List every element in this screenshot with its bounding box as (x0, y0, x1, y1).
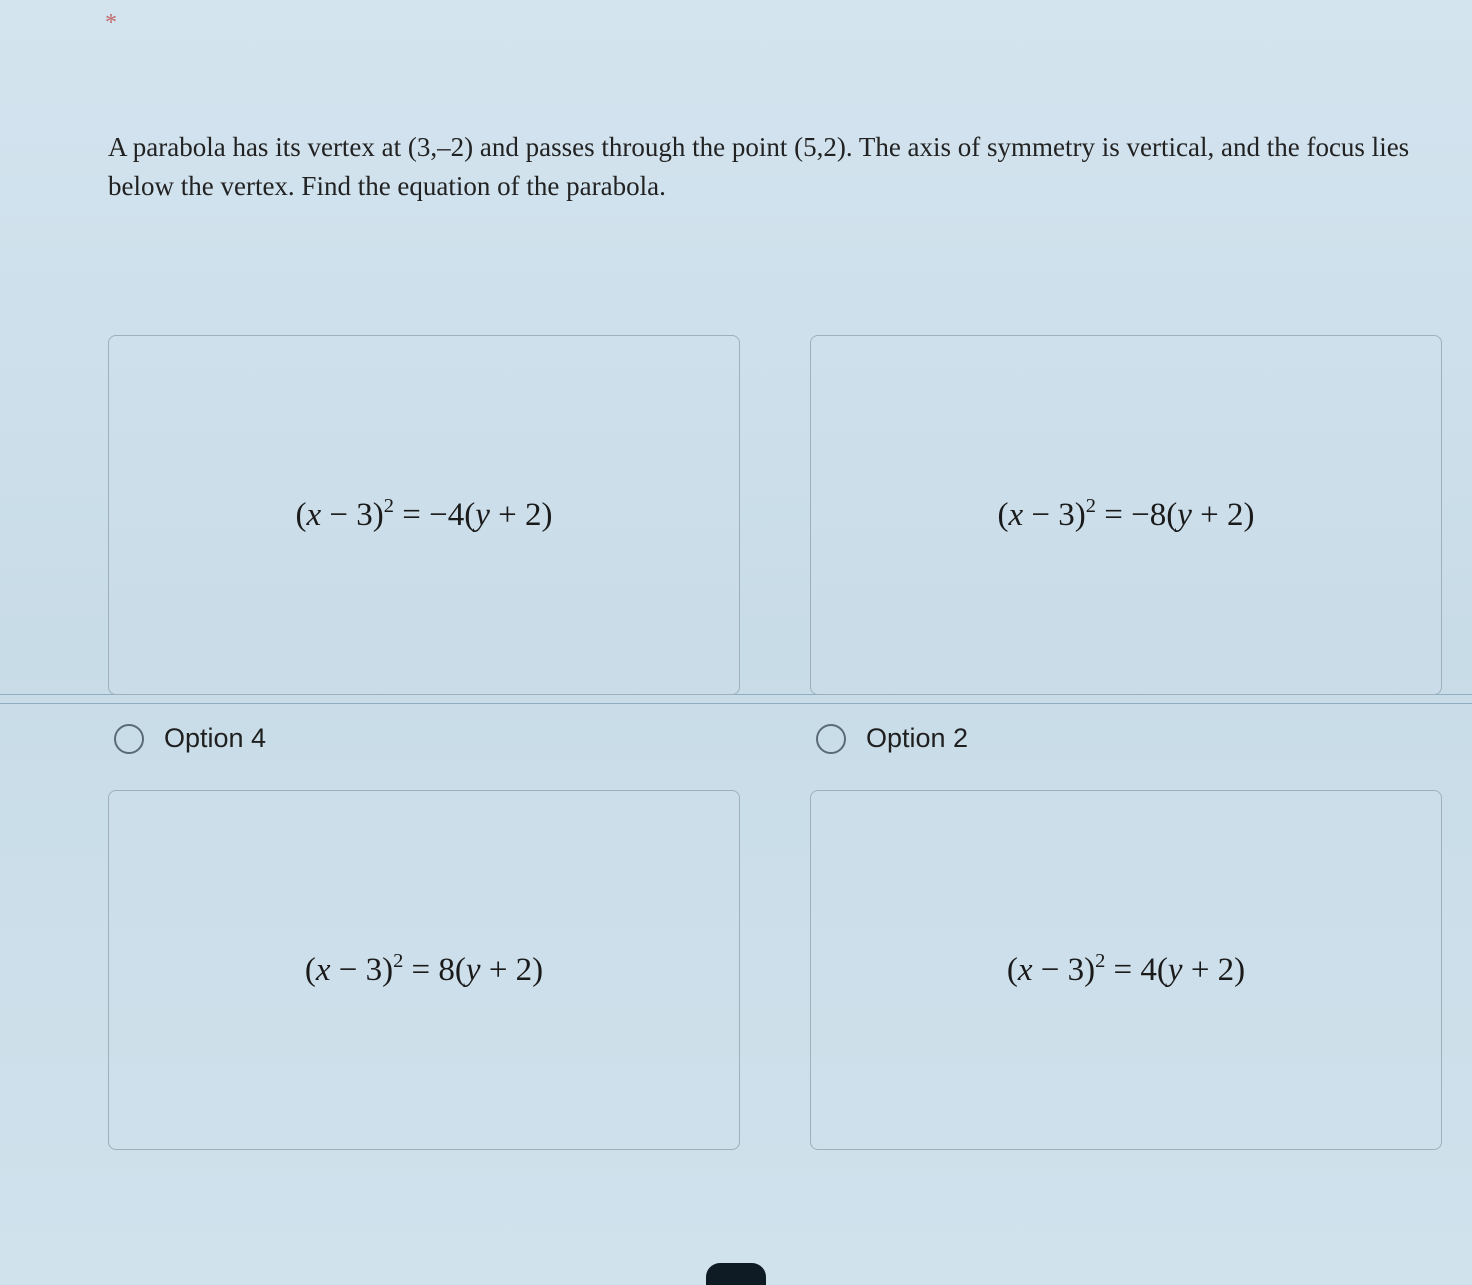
option-selector[interactable]: Option 4 (108, 695, 740, 790)
radio-icon[interactable] (816, 724, 846, 754)
option-card[interactable]: (x − 3)2 = 4(y + 2) (810, 790, 1442, 1150)
binder-notch (706, 1263, 766, 1285)
option-block: (x − 3)2 = −4(y + 2) Option 4 (108, 335, 740, 790)
option-equation: (x − 3)2 = 4(y + 2) (1007, 951, 1245, 989)
quiz-page: * A parabola has its vertex at (3,–2) an… (0, 0, 1472, 1285)
option-card[interactable]: (x − 3)2 = −8(y + 2) (810, 335, 1442, 695)
option-label: Option 2 (866, 723, 968, 754)
option-equation: (x − 3)2 = −8(y + 2) (998, 496, 1255, 534)
option-label: Option 4 (164, 723, 266, 754)
option-card[interactable]: (x − 3)2 = 8(y + 2) (108, 790, 740, 1150)
options-grid: (x − 3)2 = −4(y + 2) Option 4 (x − 3)2 =… (108, 335, 1442, 1150)
option-block: (x − 3)2 = −8(y + 2) Option 2 (810, 335, 1442, 790)
radio-icon[interactable] (114, 724, 144, 754)
option-block: (x − 3)2 = 4(y + 2) (810, 790, 1442, 1150)
option-card[interactable]: (x − 3)2 = −4(y + 2) (108, 335, 740, 695)
option-equation: (x − 3)2 = 8(y + 2) (305, 951, 543, 989)
option-equation: (x − 3)2 = −4(y + 2) (296, 496, 553, 534)
option-block: (x − 3)2 = 8(y + 2) (108, 790, 740, 1150)
question-text: A parabola has its vertex at (3,–2) and … (108, 128, 1412, 206)
required-asterisk: * (105, 10, 117, 37)
option-selector[interactable]: Option 2 (810, 695, 1442, 790)
